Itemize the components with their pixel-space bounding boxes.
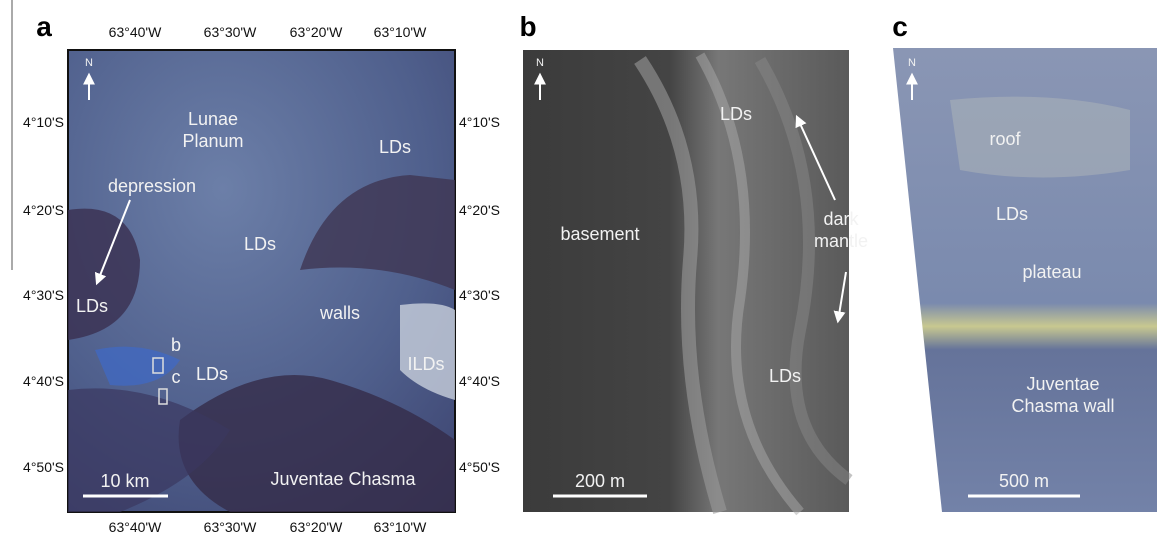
- left-tick-label: 4°40'S: [23, 373, 64, 389]
- annotation: c: [172, 367, 181, 387]
- north-label: N: [85, 57, 93, 69]
- right-tick-label: 4°10'S: [459, 114, 500, 130]
- annotation: Planum: [182, 131, 243, 151]
- annotation: plateau: [1022, 262, 1081, 282]
- left-tick-label: 4°30'S: [23, 287, 64, 303]
- annotation: LDs: [996, 204, 1028, 224]
- annotation: mantle: [814, 231, 868, 251]
- scale-bar-label: 200 m: [575, 471, 625, 491]
- right-tick-label: 4°50'S: [459, 459, 500, 475]
- right-tick-label: 4°20'S: [459, 202, 500, 218]
- top-tick-label: 63°30'W: [204, 24, 257, 40]
- bottom-tick-label: 63°10'W: [374, 519, 427, 535]
- annotation: depression: [108, 176, 196, 196]
- north-label: N: [908, 57, 916, 69]
- annotation: LDs: [76, 296, 108, 316]
- annotation: b: [171, 335, 181, 355]
- scale-bar-label: 10 km: [100, 471, 149, 491]
- north-label: N: [536, 57, 544, 69]
- annotation: walls: [319, 303, 360, 323]
- left-tick-label: 4°50'S: [23, 459, 64, 475]
- annotation: basement: [560, 224, 639, 244]
- annotation: roof: [989, 129, 1021, 149]
- panel-label: c: [892, 11, 908, 42]
- top-tick-label: 63°10'W: [374, 24, 427, 40]
- right-tick-label: 4°30'S: [459, 287, 500, 303]
- right-tick-label: 4°40'S: [459, 373, 500, 389]
- annotation: LDs: [196, 364, 228, 384]
- panel-b-image: [523, 50, 849, 512]
- top-tick-label: 63°20'W: [290, 24, 343, 40]
- panel-a-image: [68, 50, 455, 512]
- annotation: LDs: [720, 104, 752, 124]
- annotation: LDs: [244, 234, 276, 254]
- bottom-tick-label: 63°40'W: [109, 519, 162, 535]
- annotation: Chasma wall: [1011, 396, 1114, 416]
- annotation: ILDs: [407, 354, 444, 374]
- panel-label: a: [36, 11, 52, 42]
- annotation: LDs: [769, 366, 801, 386]
- panel-label: b: [519, 11, 536, 42]
- annotation: LDs: [379, 137, 411, 157]
- scale-bar-label: 500 m: [999, 471, 1049, 491]
- top-tick-label: 63°40'W: [109, 24, 162, 40]
- figure: a N 10 km LunaePlanum LDs depression LDs LDs wal…: [0, 0, 1157, 536]
- bottom-tick-label: 63°20'W: [290, 519, 343, 535]
- left-tick-label: 4°10'S: [23, 114, 64, 130]
- left-tick-label: 4°20'S: [23, 202, 64, 218]
- annotation: Juventae Chasma: [270, 469, 416, 489]
- annotation: Lunae: [188, 109, 238, 129]
- annotation: Juventae: [1026, 374, 1099, 394]
- bottom-tick-label: 63°30'W: [204, 519, 257, 535]
- annotation: dark: [823, 209, 859, 229]
- page: a N 10 km LunaePlanum LDs depression LDs LDs wal…: [0, 0, 1157, 541]
